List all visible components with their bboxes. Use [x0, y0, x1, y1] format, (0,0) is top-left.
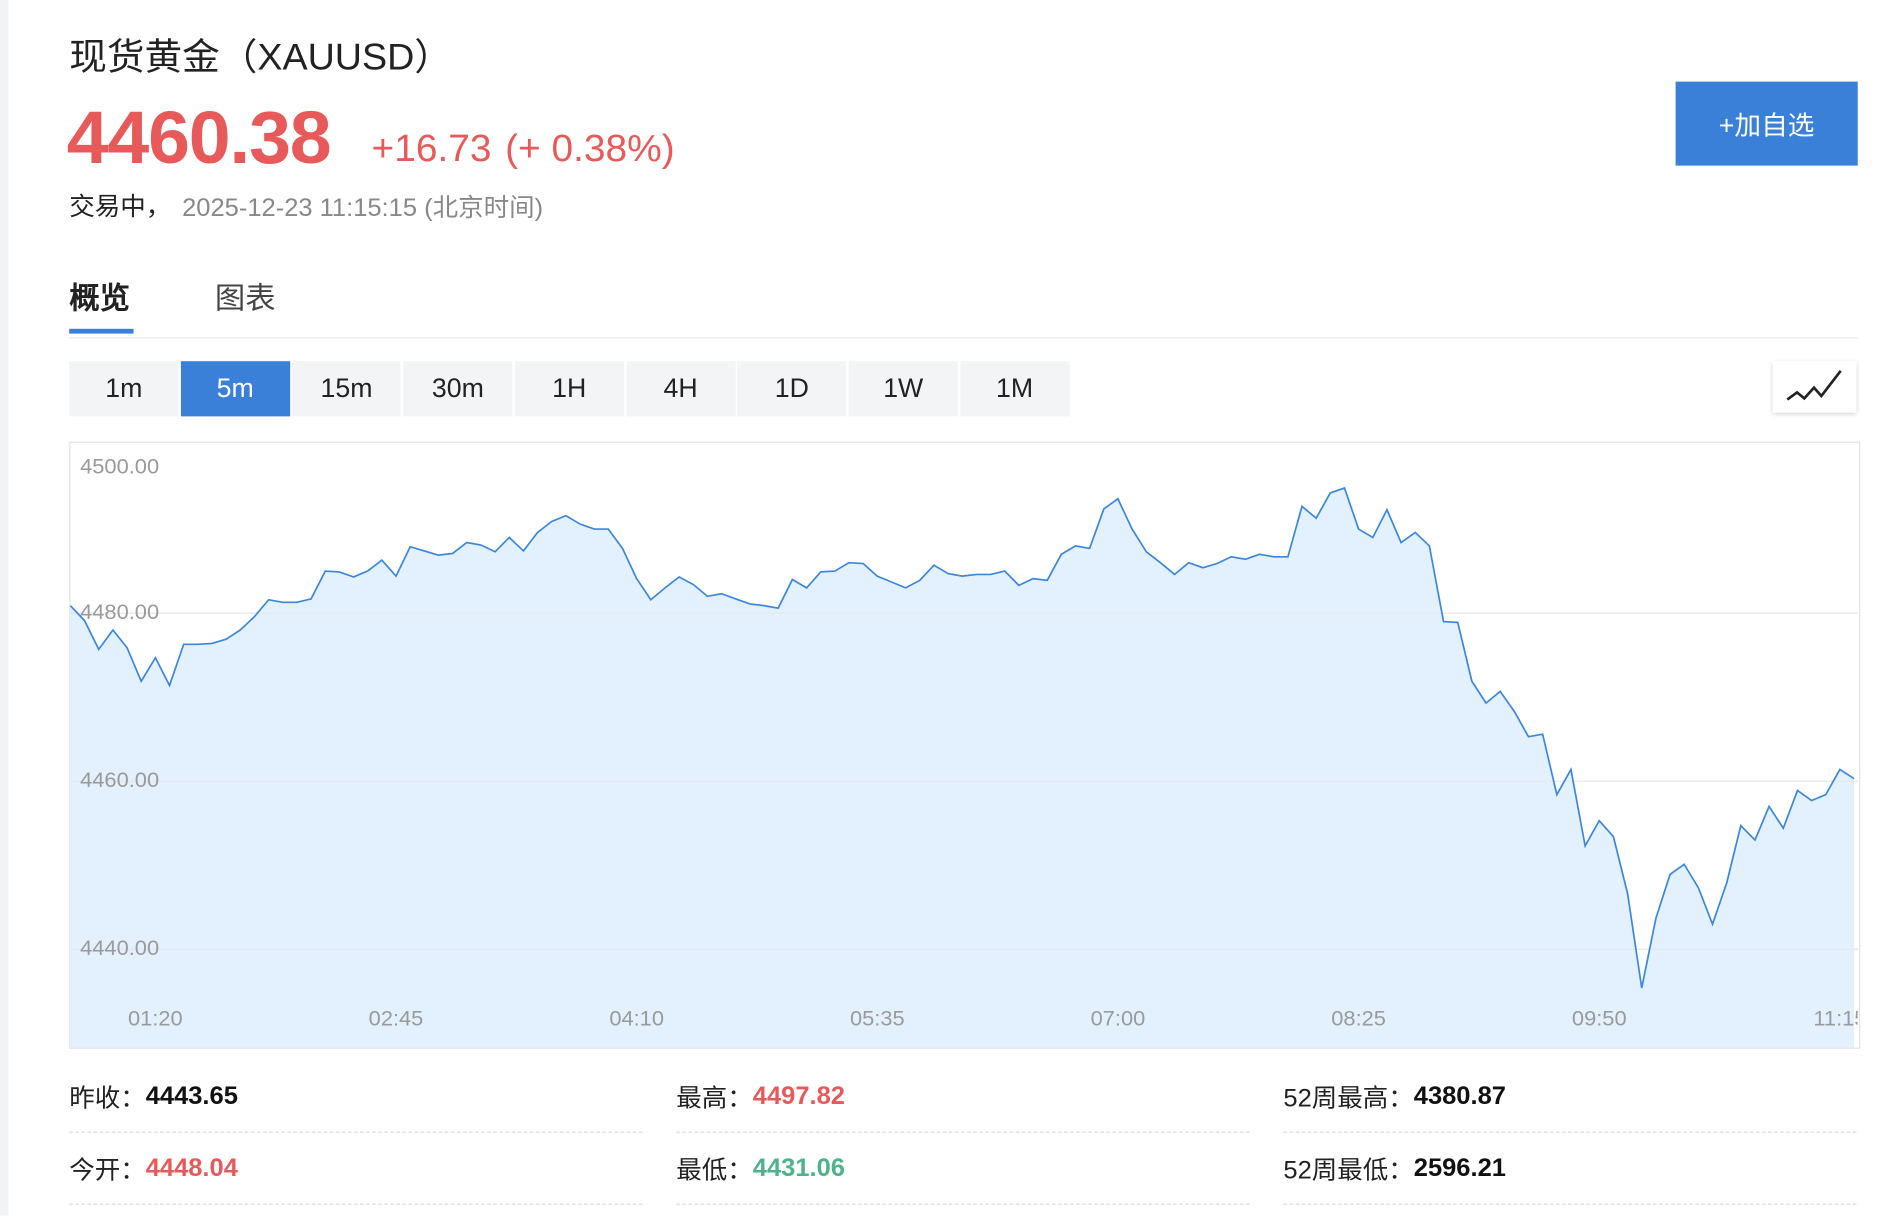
- stat-value: 2596.21: [1413, 1154, 1506, 1182]
- interval-button[interactable]: 5m: [180, 361, 290, 417]
- interval-button[interactable]: 4H: [625, 361, 736, 417]
- icon-line: [1786, 370, 1842, 401]
- area: [70, 487, 1855, 1048]
- x-tick-label: 05:35: [850, 1006, 905, 1031]
- price-line: [69, 486, 1855, 989]
- stat-label: 最低：: [676, 1156, 753, 1185]
- status: 交易中，: [69, 193, 172, 221]
- stat-row: 最低： 4431.06: [676, 1134, 1250, 1205]
- chart-type-button[interactable]: [1772, 361, 1857, 413]
- watch-button[interactable]: +加自选: [1675, 81, 1858, 166]
- interval-button[interactable]: 1M: [959, 361, 1070, 417]
- sidebar: [0, 0, 9, 1216]
- stat-row: 52周最低： 2596.21: [1283, 1134, 1857, 1205]
- x-tick-label: 07:00: [1091, 1006, 1146, 1031]
- tab-indicator: [69, 328, 134, 334]
- price: 4460.38: [66, 97, 332, 180]
- x-tick-label: 08:25: [1331, 1006, 1386, 1031]
- tab[interactable]: 图表: [214, 282, 276, 316]
- stat-label: 52周最高：: [1283, 1084, 1414, 1113]
- stat-label: 52周最低：: [1283, 1156, 1414, 1185]
- y-tick-label: 4460.00: [80, 767, 159, 792]
- interval-button[interactable]: 15m: [291, 361, 402, 417]
- timestamp: 2025-12-23 11:15:15 (北京时间): [182, 194, 544, 223]
- stat-value: 4431.06: [752, 1154, 845, 1182]
- x-tick-label: 02:45: [369, 1006, 424, 1031]
- stat-value: 4448.04: [145, 1154, 238, 1182]
- x-tick-label: 09:50: [1572, 1006, 1627, 1031]
- stat-label: 最高：: [676, 1084, 753, 1113]
- interval-button[interactable]: 1m: [69, 361, 179, 417]
- stat-label: 今开：: [69, 1156, 146, 1185]
- chart-type-icon: [1786, 370, 1842, 401]
- tab[interactable]: 概览: [69, 282, 130, 316]
- divider: [69, 337, 1858, 339]
- title: 现货黄金（XAUUSD）: [69, 36, 452, 78]
- change-percent: (+ 0.38%): [505, 126, 675, 170]
- y-tick-label: 4440.00: [80, 935, 159, 960]
- stat-value: 4380.87: [1413, 1082, 1506, 1110]
- stat-row: 今开： 4448.04: [69, 1134, 643, 1205]
- x-tick-label: 11:15: [1813, 1006, 1866, 1031]
- stat-label: 昨收：: [69, 1084, 146, 1113]
- interval-button[interactable]: 1D: [737, 361, 847, 417]
- interval-button[interactable]: 1W: [848, 361, 958, 417]
- x-tick-label: 01:20: [128, 1006, 183, 1031]
- stat-row: 最高： 4497.82: [676, 1062, 1250, 1133]
- stat-row: 昨收： 4443.65: [69, 1062, 643, 1133]
- interval-button[interactable]: 30m: [403, 361, 513, 417]
- stat-value: 4497.82: [752, 1082, 845, 1110]
- y-tick-label: 4500.00: [80, 454, 159, 479]
- y-tick-label: 4480.00: [80, 599, 159, 624]
- stat-row: 52周最高： 4380.87: [1283, 1062, 1857, 1133]
- chart-frame: [69, 441, 1861, 1049]
- stat-value: 4443.65: [145, 1082, 238, 1110]
- interval-button[interactable]: 1H: [514, 361, 624, 417]
- change: +16.73: [371, 126, 492, 170]
- x-tick-label: 04:10: [609, 1006, 664, 1031]
